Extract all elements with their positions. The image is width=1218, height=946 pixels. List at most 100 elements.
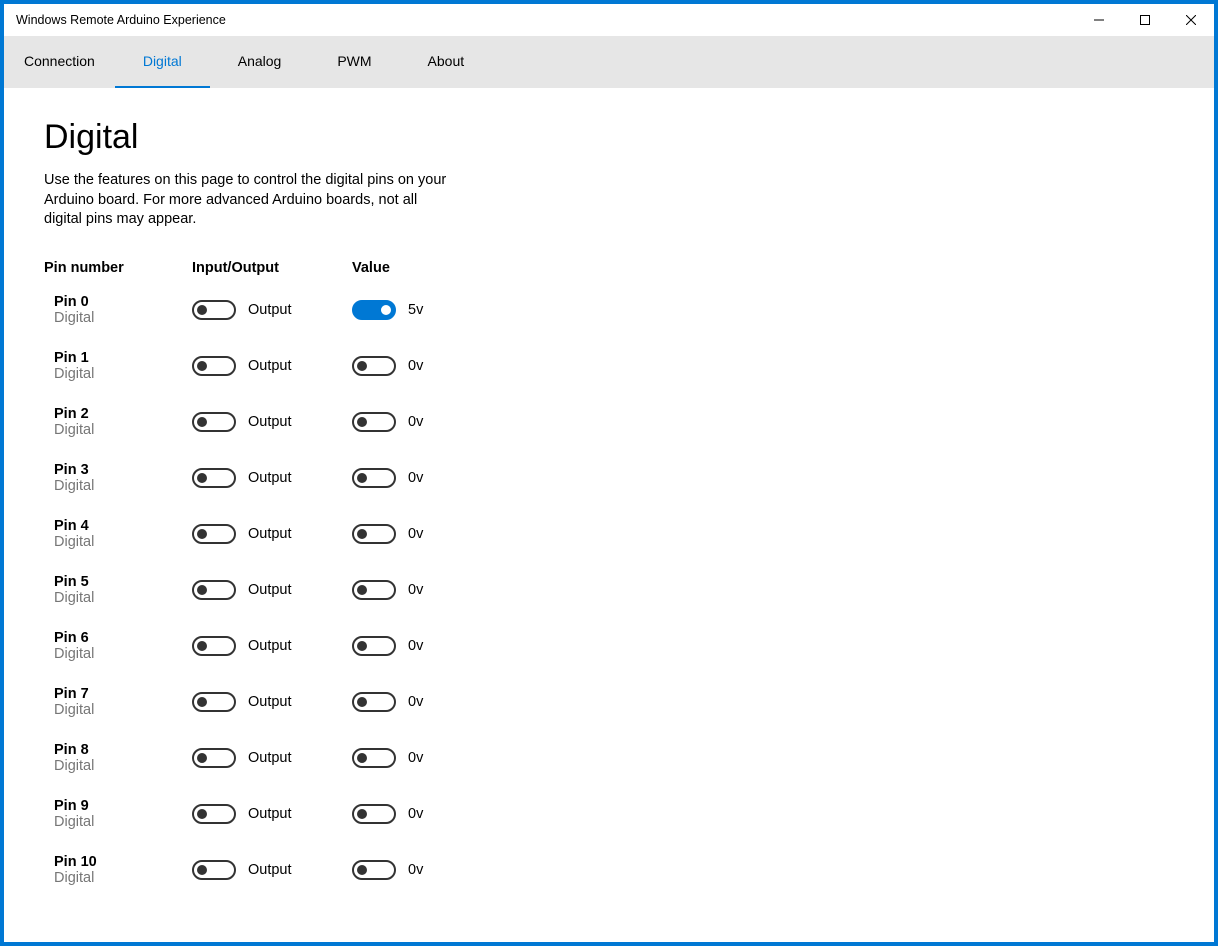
pin-list: Pin 0DigitalOutput5vPin 1DigitalOutput0v… xyxy=(44,294,1174,886)
pin-name: Pin 0 xyxy=(54,294,192,310)
toggle-knob xyxy=(357,809,367,819)
close-button[interactable] xyxy=(1168,4,1214,36)
toggle-knob xyxy=(197,529,207,539)
pin-info: Pin 3Digital xyxy=(54,462,192,494)
tab-label: Digital xyxy=(143,53,182,69)
value-toggle-label: 0v xyxy=(408,526,423,542)
io-toggle[interactable] xyxy=(192,804,236,824)
pin-name: Pin 6 xyxy=(54,630,192,646)
pin-info: Pin 9Digital xyxy=(54,798,192,830)
pin-type: Digital xyxy=(54,422,192,438)
value-toggle[interactable] xyxy=(352,356,396,376)
io-toggle[interactable] xyxy=(192,748,236,768)
io-toggle-group: Output xyxy=(192,468,352,488)
value-toggle-label: 0v xyxy=(408,358,423,374)
toggle-knob xyxy=(357,865,367,875)
io-toggle-label: Output xyxy=(248,470,292,486)
pin-name: Pin 1 xyxy=(54,350,192,366)
pin-row: Pin 0DigitalOutput5v xyxy=(44,294,1174,326)
tab-connection[interactable]: Connection xyxy=(14,36,115,88)
tab-label: About xyxy=(428,53,465,69)
value-toggle[interactable] xyxy=(352,580,396,600)
value-toggle-group: 0v xyxy=(352,356,512,376)
value-toggle-label: 0v xyxy=(408,750,423,766)
pin-info: Pin 5Digital xyxy=(54,574,192,606)
close-icon xyxy=(1186,15,1196,25)
value-toggle-label: 0v xyxy=(408,582,423,598)
window-controls xyxy=(1076,4,1214,36)
value-toggle[interactable] xyxy=(352,524,396,544)
content-area[interactable]: Digital Use the features on this page to… xyxy=(4,88,1214,942)
tab-analog[interactable]: Analog xyxy=(210,36,310,88)
value-toggle[interactable] xyxy=(352,468,396,488)
value-toggle[interactable] xyxy=(352,860,396,880)
toggle-knob xyxy=(197,809,207,819)
io-toggle[interactable] xyxy=(192,356,236,376)
titlebar: Windows Remote Arduino Experience xyxy=(4,4,1214,36)
pin-name: Pin 5 xyxy=(54,574,192,590)
pin-info: Pin 6Digital xyxy=(54,630,192,662)
minimize-button[interactable] xyxy=(1076,4,1122,36)
io-toggle-label: Output xyxy=(248,582,292,598)
io-toggle-group: Output xyxy=(192,580,352,600)
io-toggle[interactable] xyxy=(192,692,236,712)
maximize-icon xyxy=(1140,15,1150,25)
toggle-knob xyxy=(357,473,367,483)
toggle-knob xyxy=(357,641,367,651)
toggle-knob xyxy=(197,417,207,427)
tab-label: Connection xyxy=(24,53,95,69)
value-toggle[interactable] xyxy=(352,748,396,768)
io-toggle[interactable] xyxy=(192,300,236,320)
pin-row: Pin 1DigitalOutput0v xyxy=(44,350,1174,382)
pin-info: Pin 8Digital xyxy=(54,742,192,774)
pin-name: Pin 3 xyxy=(54,462,192,478)
io-toggle[interactable] xyxy=(192,524,236,544)
io-toggle[interactable] xyxy=(192,636,236,656)
value-toggle-group: 0v xyxy=(352,636,512,656)
io-toggle[interactable] xyxy=(192,860,236,880)
value-toggle-group: 0v xyxy=(352,860,512,880)
pin-name: Pin 7 xyxy=(54,686,192,702)
pin-row: Pin 3DigitalOutput0v xyxy=(44,462,1174,494)
io-toggle[interactable] xyxy=(192,580,236,600)
toggle-knob xyxy=(197,697,207,707)
page-description: Use the features on this page to control… xyxy=(44,171,454,230)
tab-label: Analog xyxy=(238,53,282,69)
tab-about[interactable]: About xyxy=(400,36,493,88)
pin-name: Pin 8 xyxy=(54,742,192,758)
pin-type: Digital xyxy=(54,590,192,606)
toggle-knob xyxy=(357,417,367,427)
value-toggle-label: 0v xyxy=(408,862,423,878)
value-toggle-group: 5v xyxy=(352,300,512,320)
tab-digital[interactable]: Digital xyxy=(115,36,210,88)
toggle-knob xyxy=(357,753,367,763)
io-toggle-group: Output xyxy=(192,300,352,320)
io-toggle-label: Output xyxy=(248,526,292,542)
value-toggle[interactable] xyxy=(352,636,396,656)
toggle-knob xyxy=(197,473,207,483)
column-headers: Pin number Input/Output Value xyxy=(44,260,1174,276)
pin-row: Pin 6DigitalOutput0v xyxy=(44,630,1174,662)
pin-name: Pin 10 xyxy=(54,854,192,870)
header-value: Value xyxy=(352,260,512,276)
pin-row: Pin 5Digital Output 0v xyxy=(44,574,1174,606)
io-toggle-label: Output xyxy=(248,358,292,374)
io-toggle[interactable] xyxy=(192,412,236,432)
app-window: Windows Remote Arduino Experience Connec… xyxy=(4,4,1214,942)
io-toggle-group: Output xyxy=(192,692,352,712)
io-toggle-label: Output xyxy=(248,750,292,766)
value-toggle-group: 0v xyxy=(352,748,512,768)
window-title: Windows Remote Arduino Experience xyxy=(16,13,226,27)
value-toggle[interactable] xyxy=(352,300,396,320)
value-toggle[interactable] xyxy=(352,412,396,432)
pin-type: Digital xyxy=(54,814,192,830)
tab-pwm[interactable]: PWM xyxy=(309,36,399,88)
maximize-button[interactable] xyxy=(1122,4,1168,36)
pin-type: Digital xyxy=(54,702,192,718)
io-toggle-label: Output xyxy=(248,302,292,318)
pin-row: Pin 4DigitalOutput0v xyxy=(44,518,1174,550)
io-toggle[interactable] xyxy=(192,468,236,488)
page-title: Digital xyxy=(44,118,1174,157)
value-toggle[interactable] xyxy=(352,692,396,712)
value-toggle[interactable] xyxy=(352,804,396,824)
